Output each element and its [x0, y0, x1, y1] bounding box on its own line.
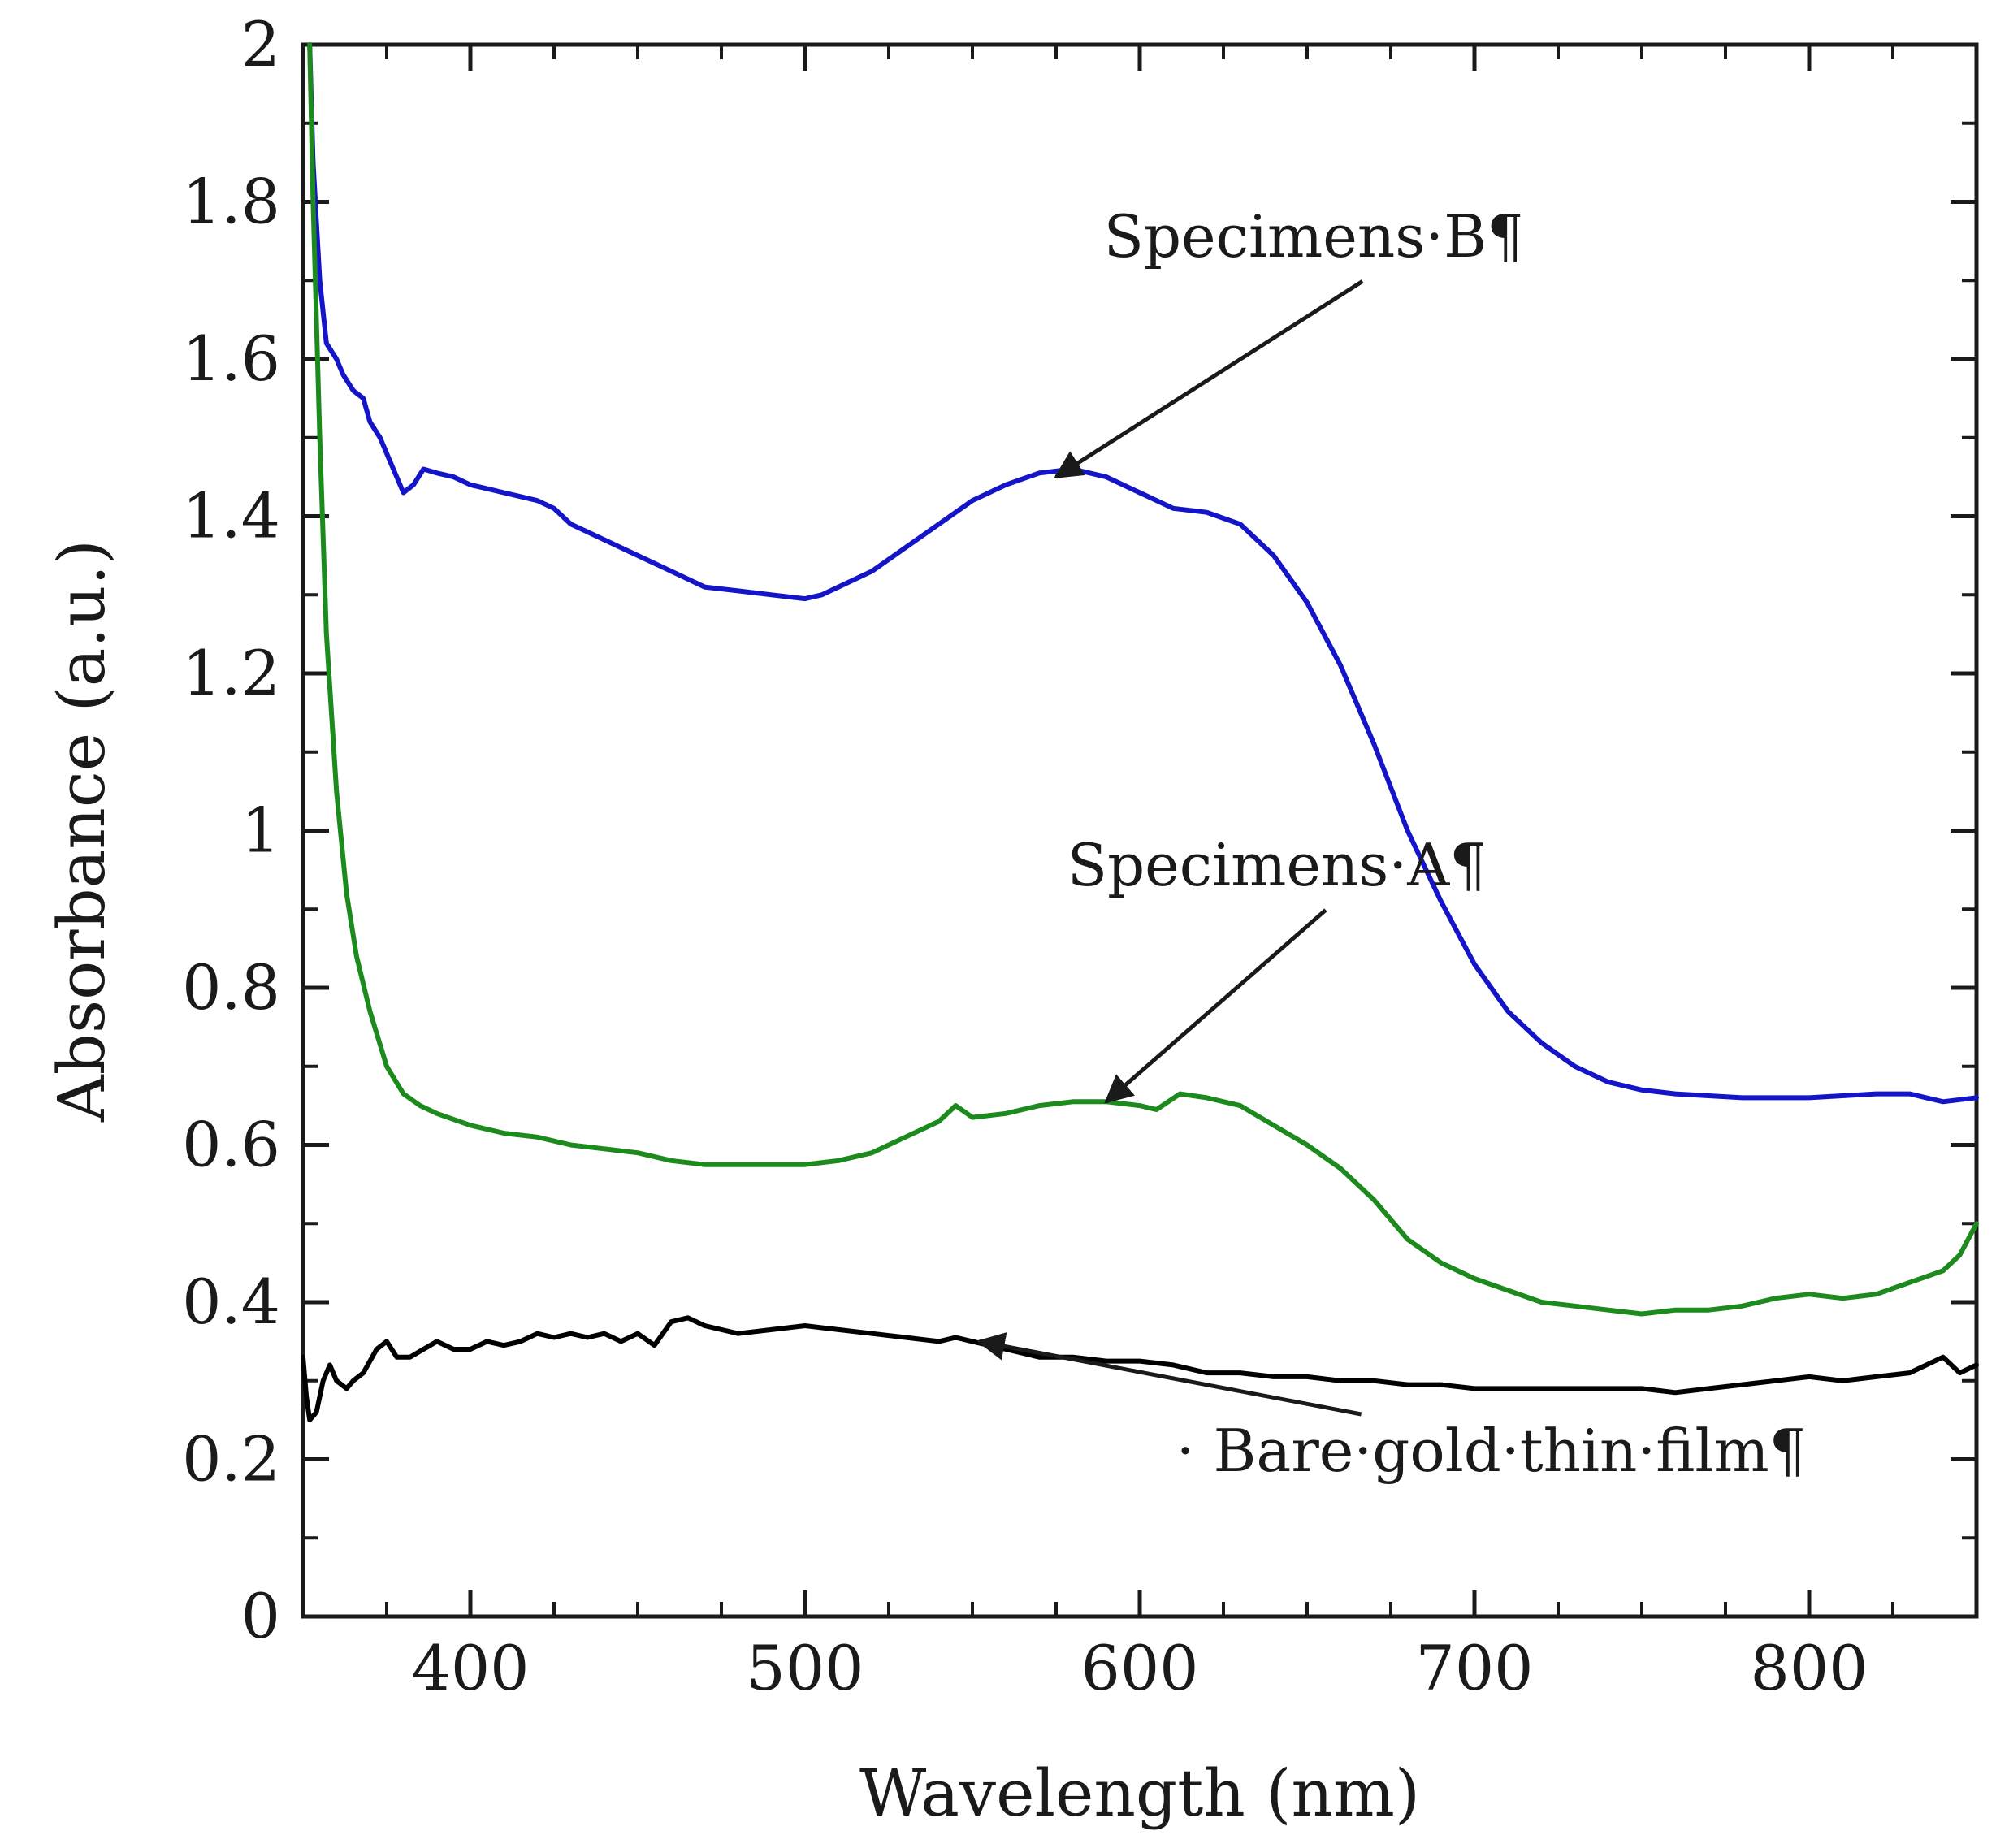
y-tick-label: 2 — [241, 8, 280, 80]
y-tick-label: 0.6 — [182, 1109, 280, 1181]
x-tick-label: 400 — [411, 1632, 529, 1704]
annotation-label-3: · Bare·gold·thin·film¶ — [1176, 1417, 1807, 1485]
y-tick-label: 0 — [241, 1580, 280, 1652]
y-tick-label: 1.4 — [182, 480, 280, 552]
x-axis-ticks: 400 500 600 700 800 — [385, 45, 1894, 1704]
y-tick-label: 1.8 — [182, 166, 280, 238]
annotation-layer: Specimens·B¶ Specimens·A¶ · Bare·gold·thin… — [976, 202, 1807, 1485]
y-tick-label: 1.2 — [182, 637, 280, 709]
annotation-arrow-2 — [1104, 908, 1327, 1104]
annotation-arrow-1 — [1054, 279, 1364, 479]
annotation-label-1: Specimens·B¶ — [1104, 202, 1524, 270]
series-layer — [301, 42, 1979, 1423]
x-tick-label: 700 — [1415, 1632, 1533, 1704]
y-tick-label: 0.4 — [182, 1266, 280, 1338]
x-tick-label: 800 — [1750, 1632, 1868, 1704]
y-axis-ticks: 0 0.2 0.4 0.6 0.8 1 1.2 1.4 1.6 1.8 2 — [182, 8, 1977, 1652]
annotation-label-2: Specimens·A¶ — [1067, 831, 1487, 899]
annotation-arrow-3 — [976, 1332, 1362, 1417]
y-tick-label: 1.6 — [182, 322, 280, 395]
y-tick-label: 0.2 — [182, 1423, 280, 1495]
x-tick-label: 500 — [746, 1632, 864, 1704]
x-axis-title: Wavelength (nm) — [859, 1755, 1420, 1831]
series-line-3 — [301, 1315, 1979, 1423]
y-tick-label: 1 — [241, 794, 280, 867]
series-line-2 — [307, 42, 1979, 1317]
x-tick-label: 600 — [1080, 1632, 1198, 1704]
series-line-1 — [307, 42, 1979, 1105]
y-axis-title: Absorbance (a.u.) — [44, 539, 119, 1123]
y-tick-label: 0.8 — [182, 951, 280, 1024]
